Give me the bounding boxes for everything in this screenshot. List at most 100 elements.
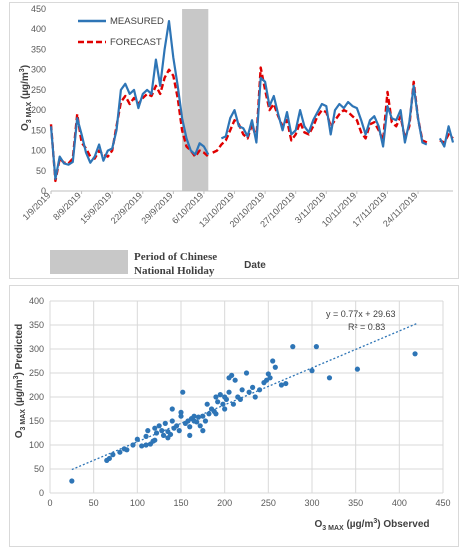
series-line-measured — [438, 125, 455, 148]
x-tick-label: 1/9/2019 — [21, 190, 53, 222]
x-tick-label: 22/9/2019 — [109, 190, 144, 225]
y-tick-label: 0 — [41, 186, 46, 196]
scatter-point — [178, 413, 184, 419]
scatter-chart-panel: 0 50 100 150 200 250 300 350 400 0 50 100 150 200 250 3… — [9, 285, 459, 547]
x-tick-label: 400 — [392, 498, 407, 508]
scatter-point — [290, 344, 296, 350]
scatter-point — [232, 377, 238, 383]
x-tick-label: 0 — [47, 498, 52, 508]
holiday-legend-line1: Period of Chinese — [134, 251, 217, 263]
y-tick-label: 150 — [31, 125, 46, 135]
y-tick-label: 150 — [29, 416, 44, 426]
x-tick-label: 200 — [217, 498, 232, 508]
legend-measured-label: MEASURED — [110, 16, 164, 27]
y-axis-title-top: O3 MAX (µg/m3) — [19, 65, 33, 131]
holiday-legend-swatch — [50, 250, 128, 274]
series-line-measured — [49, 20, 210, 180]
time-series-legend: MEASURED FORECAST — [78, 16, 164, 48]
scatter-point — [110, 452, 116, 458]
y-tick-label: 450 — [31, 4, 46, 14]
scatter-point — [272, 364, 278, 370]
x-tick-label: 450 — [435, 498, 450, 508]
y-axis-title-predicted: O3 MAX (µg/m3) Predicted — [13, 324, 27, 438]
scatter-axes: 0 50 100 150 200 250 300 350 400 0 50 100 150 200 250 3… — [29, 296, 451, 508]
scatter-point — [200, 428, 206, 434]
x-tick-label: 150 — [173, 498, 188, 508]
trendline-equation: y = 0.77x + 29.63 — [326, 309, 396, 319]
scatter-point — [204, 401, 210, 407]
scatter-point — [176, 428, 182, 434]
scatter-point — [309, 368, 315, 374]
x-tick-label: 100 — [130, 498, 145, 508]
scatter-point — [215, 399, 221, 405]
x-tick-label: 50 — [89, 498, 99, 508]
scatter-point — [156, 423, 162, 429]
scatter-point — [239, 387, 245, 393]
scatter-point — [313, 344, 319, 350]
scatter-point — [160, 432, 167, 438]
holiday-band-layer — [182, 9, 209, 191]
scatter-point — [197, 423, 203, 429]
scatter-point — [117, 449, 123, 455]
y-tick-label: 300 — [31, 65, 46, 75]
scatter-point — [162, 420, 168, 426]
y-tick-label: 250 — [29, 368, 44, 378]
legend-forecast-label: FORECAST — [110, 37, 162, 48]
y-tick-label: 200 — [31, 105, 46, 115]
holiday-band — [182, 9, 209, 191]
trendline-r-squared: R² = 0.83 — [348, 322, 385, 332]
y-tick-label: 350 — [29, 320, 44, 330]
scatter-point — [159, 428, 165, 434]
scatter-point — [412, 351, 418, 357]
scatter-point — [237, 396, 243, 402]
x-axis-title-date: Date — [244, 260, 266, 271]
holiday-legend-line2: National Holiday — [134, 265, 215, 277]
scatter-point — [217, 392, 223, 398]
scatter-point — [220, 401, 226, 407]
scatter-trendline-layer — [71, 322, 418, 471]
scatter-point — [200, 413, 206, 419]
y-tick-label: 50 — [34, 464, 44, 474]
scatter-point — [143, 442, 149, 448]
x-tick-label: 250 — [261, 498, 276, 508]
scatter-point — [145, 428, 151, 434]
scatter-point — [143, 433, 149, 439]
y-tick-label: 100 — [29, 440, 44, 450]
y-tick-label: 400 — [29, 296, 44, 306]
y-tick-label: 300 — [29, 344, 44, 354]
scatter-point — [213, 394, 219, 400]
scatter-point — [69, 478, 75, 484]
trendline — [71, 322, 418, 471]
time-series-chart-panel: 0 50 100 150 200 250 300 350 400 450 1/9/2019 8/9/2… — [9, 2, 459, 279]
x-tick-label: 15/9/2019 — [78, 190, 113, 225]
y-tick-label: 200 — [29, 392, 44, 402]
scatter-point — [252, 394, 258, 400]
y-tick-label: 100 — [31, 146, 46, 156]
scatter-point — [169, 406, 175, 412]
scatter-point — [229, 372, 235, 378]
series-line-forecast — [49, 68, 210, 183]
scatter-point — [195, 414, 202, 420]
scatter-points — [69, 344, 418, 484]
scatter-point — [267, 375, 273, 381]
y-tick-label: 350 — [31, 44, 46, 54]
holiday-legend: Period of Chinese National Holiday — [50, 250, 217, 277]
scatter-point — [202, 418, 209, 424]
scatter-point — [243, 370, 250, 376]
scatter-point — [139, 443, 145, 449]
scatter-point — [191, 413, 197, 419]
scatter-point — [165, 435, 171, 441]
time-series-lines — [49, 20, 455, 183]
scatter-point — [354, 366, 361, 372]
scatter-point — [153, 430, 160, 436]
scatter-point — [222, 406, 228, 412]
scatter-chart: 0 50 100 150 200 250 300 350 400 0 50 100 150 200 250 3… — [13, 296, 451, 532]
scatter-point — [134, 436, 140, 442]
scatter-point — [223, 396, 230, 402]
scatter-point — [169, 418, 175, 424]
scatter-point — [250, 384, 256, 390]
scatter-point — [270, 358, 276, 364]
scatter-point — [187, 432, 193, 438]
x-tick-label: 350 — [348, 498, 363, 508]
scatter-point — [152, 425, 158, 431]
